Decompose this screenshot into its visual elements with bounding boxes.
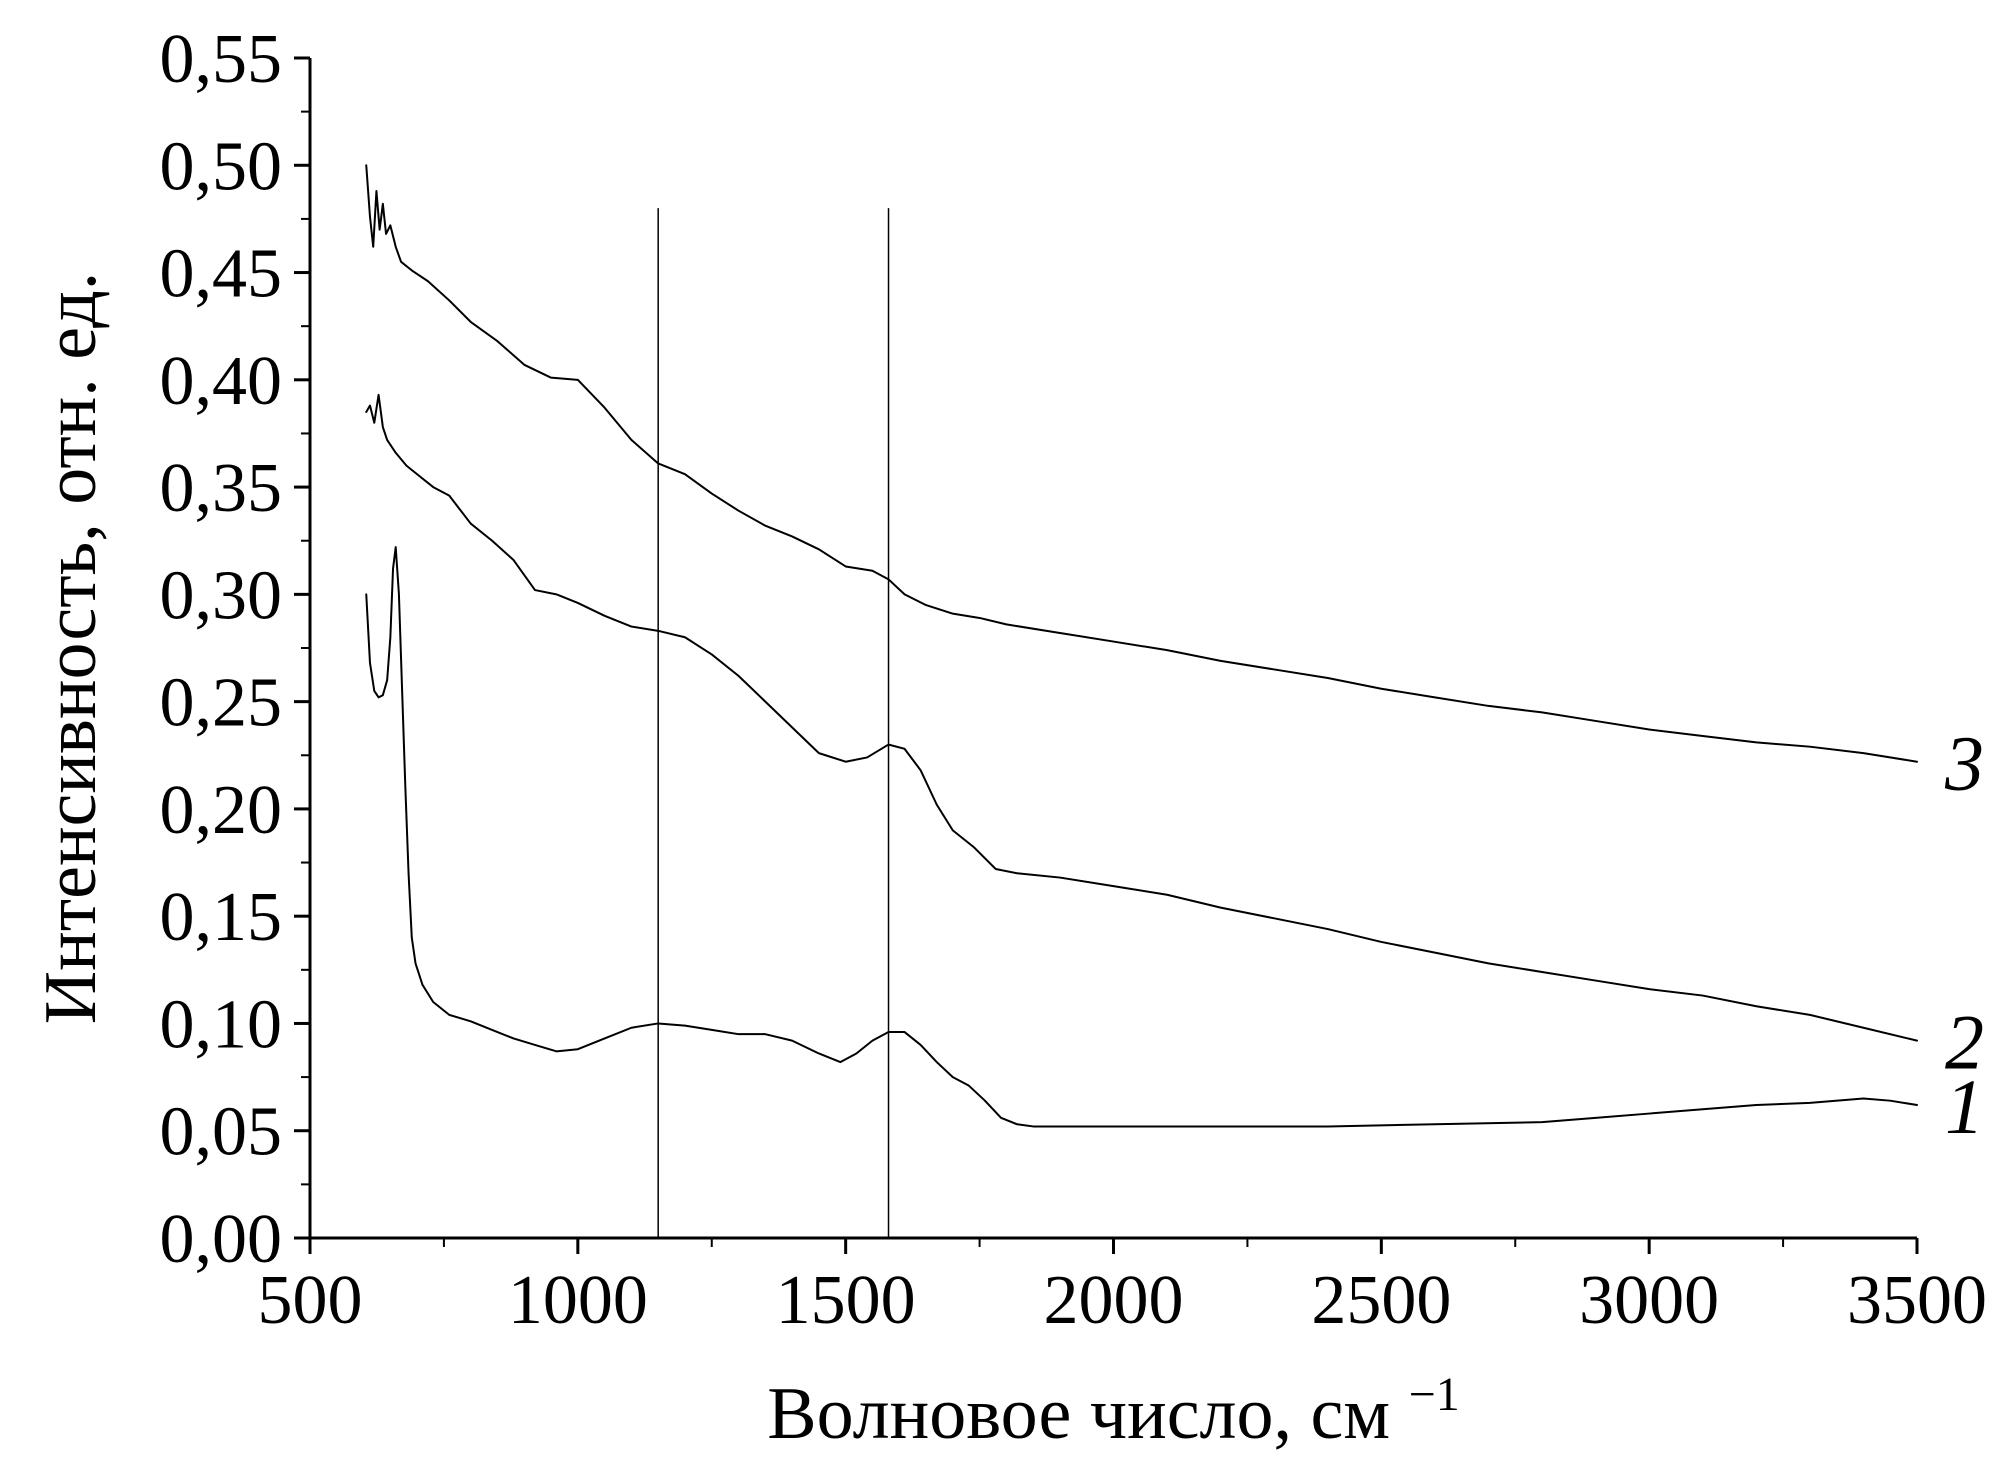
y-tick-label: 0,45 bbox=[160, 236, 283, 313]
series-line-2 bbox=[365, 393, 1918, 1042]
x-tick-label: 1000 bbox=[508, 1262, 648, 1339]
y-tick-label: 0,50 bbox=[160, 128, 283, 205]
series-line-3 bbox=[365, 164, 1918, 763]
y-tick-label: 0,15 bbox=[160, 879, 283, 956]
vertical-marker-lines bbox=[657, 208, 890, 1238]
labels: Волновое число, см −1 Интенсивность, отн… bbox=[30, 272, 1984, 1455]
series-line-1 bbox=[365, 546, 1918, 1128]
ticks: 500 1000 1500 2000 2500 3000 3500 0,00 0,05 0,10 0… bbox=[160, 21, 1988, 1339]
y-tick-label: 0,55 bbox=[160, 21, 283, 98]
series-label-3: 3 bbox=[1944, 720, 1984, 807]
x-axis-title-main: Волновое число, см bbox=[767, 1373, 1390, 1455]
x-axis-title-superscript: −1 bbox=[1409, 1368, 1460, 1421]
x-axis-title: Волновое число, см −1 bbox=[767, 1368, 1459, 1455]
axes bbox=[308, 58, 1917, 1240]
y-tick-label: 0,20 bbox=[160, 772, 283, 849]
y-tick-label: 0,00 bbox=[160, 1201, 283, 1278]
series-label-1: 1 bbox=[1945, 1063, 1984, 1150]
y-tick-label: 0,30 bbox=[160, 557, 283, 634]
x-tick-label: 2000 bbox=[1044, 1262, 1184, 1339]
y-axis-title: Интенсивность, отн. ед. bbox=[30, 272, 112, 1025]
x-tick-label: 2500 bbox=[1311, 1262, 1451, 1339]
y-tick-label: 0,05 bbox=[160, 1094, 283, 1171]
x-tick-label: 3000 bbox=[1579, 1262, 1719, 1339]
x-tick-label: 500 bbox=[258, 1262, 363, 1339]
y-tick-label: 0,35 bbox=[160, 450, 283, 527]
series-group bbox=[365, 164, 1918, 1128]
x-tick-label: 3500 bbox=[1847, 1262, 1987, 1339]
y-tick-label: 0,40 bbox=[160, 343, 283, 420]
y-tick-label: 0,10 bbox=[160, 986, 283, 1063]
series-label-2: 2 bbox=[1945, 999, 1984, 1086]
x-tick-label: 1500 bbox=[776, 1262, 916, 1339]
y-tick-label: 0,25 bbox=[160, 665, 283, 742]
